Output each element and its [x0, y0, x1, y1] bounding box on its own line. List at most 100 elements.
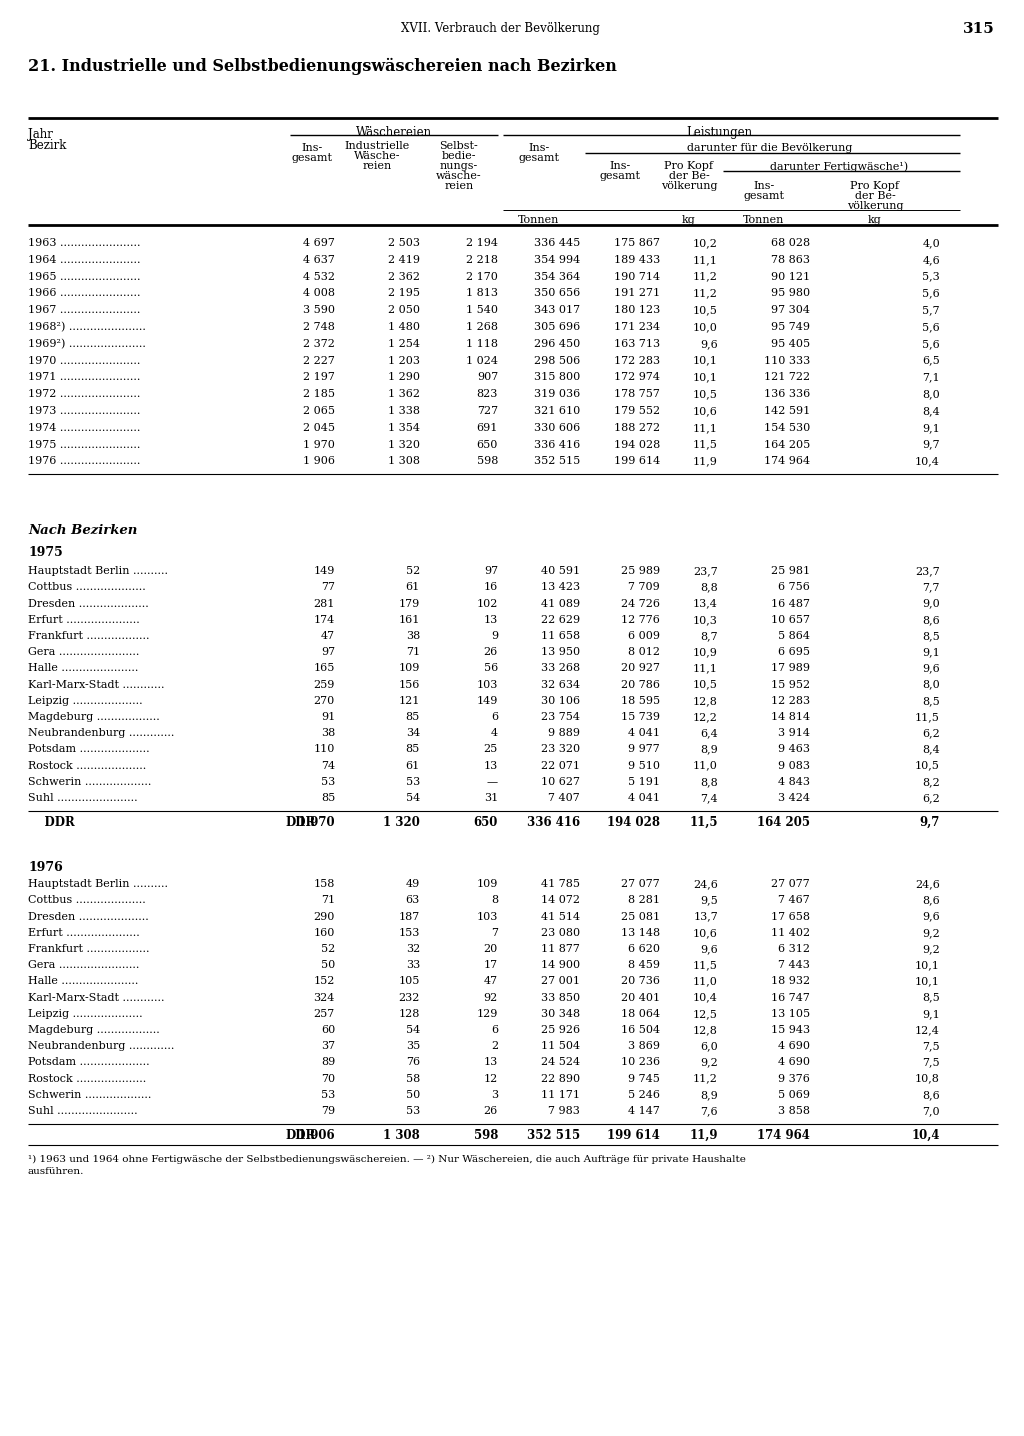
Text: 16 504: 16 504	[621, 1025, 660, 1035]
Text: 33 850: 33 850	[541, 992, 580, 1002]
Text: 11,5: 11,5	[915, 712, 940, 722]
Text: 8 281: 8 281	[628, 896, 660, 906]
Text: 20 401: 20 401	[621, 992, 660, 1002]
Text: 17 989: 17 989	[771, 663, 810, 673]
Text: ausführen.: ausführen.	[28, 1167, 84, 1176]
Text: 142 591: 142 591	[764, 406, 810, 416]
Text: 9 083: 9 083	[778, 761, 810, 771]
Text: 9,2: 9,2	[923, 928, 940, 938]
Text: 4 041: 4 041	[628, 793, 660, 803]
Text: 103: 103	[476, 679, 498, 689]
Text: 1 906: 1 906	[303, 457, 335, 467]
Text: wäsche-: wäsche-	[436, 171, 482, 181]
Text: 1 268: 1 268	[466, 322, 498, 332]
Text: nungs-: nungs-	[440, 161, 478, 171]
Text: 12,8: 12,8	[693, 696, 718, 707]
Text: 727: 727	[477, 406, 498, 416]
Text: Ins-: Ins-	[528, 144, 550, 154]
Text: 7,1: 7,1	[923, 372, 940, 382]
Text: Cottbus ....................: Cottbus ....................	[28, 583, 145, 593]
Text: 199 614: 199 614	[607, 1129, 660, 1142]
Text: 2 045: 2 045	[303, 422, 335, 432]
Text: 10,1: 10,1	[693, 356, 718, 366]
Text: Karl-Marx-Stadt ............: Karl-Marx-Stadt ............	[28, 992, 165, 1002]
Text: Rostock ....................: Rostock ....................	[28, 1074, 146, 1084]
Text: 71: 71	[321, 896, 335, 906]
Text: Ins-: Ins-	[609, 161, 631, 171]
Text: 11,1: 11,1	[693, 663, 718, 673]
Text: 2 065: 2 065	[303, 406, 335, 416]
Text: 11,5: 11,5	[693, 961, 718, 971]
Text: 8: 8	[490, 896, 498, 906]
Text: 38: 38	[406, 630, 420, 640]
Text: 24 726: 24 726	[621, 599, 660, 609]
Text: 16: 16	[483, 583, 498, 593]
Text: 5,6: 5,6	[923, 322, 940, 332]
Text: 5 191: 5 191	[628, 777, 660, 787]
Text: 8,6: 8,6	[923, 896, 940, 906]
Text: 13: 13	[483, 615, 498, 625]
Text: 6 756: 6 756	[778, 583, 810, 593]
Text: der Be-: der Be-	[855, 191, 895, 201]
Text: 1 338: 1 338	[388, 406, 420, 416]
Text: 18 064: 18 064	[621, 1010, 660, 1018]
Text: 149: 149	[313, 566, 335, 576]
Text: 259: 259	[313, 679, 335, 689]
Text: 2 194: 2 194	[466, 238, 498, 248]
Text: Neubrandenburg .............: Neubrandenburg .............	[28, 728, 174, 738]
Text: 6: 6	[490, 712, 498, 722]
Text: 25 081: 25 081	[621, 912, 660, 922]
Text: DDR: DDR	[285, 816, 315, 829]
Text: 180 123: 180 123	[613, 306, 660, 314]
Text: 10,9: 10,9	[693, 648, 718, 658]
Text: 21. Industrielle und Selbstbedienungswäschereien nach Bezirken: 21. Industrielle und Selbstbedienungswäs…	[28, 57, 616, 75]
Text: 172 283: 172 283	[613, 356, 660, 366]
Text: 12,8: 12,8	[693, 1025, 718, 1035]
Text: gesamt: gesamt	[518, 154, 559, 164]
Text: 158: 158	[313, 879, 335, 889]
Text: 11 658: 11 658	[541, 630, 580, 640]
Text: 109: 109	[398, 663, 420, 673]
Text: Suhl .......................: Suhl .......................	[28, 793, 137, 803]
Text: Selbst-: Selbst-	[439, 141, 478, 151]
Text: 3 858: 3 858	[778, 1106, 810, 1116]
Text: 2 170: 2 170	[466, 271, 498, 281]
Text: 6,2: 6,2	[923, 793, 940, 803]
Text: 9 463: 9 463	[778, 744, 810, 754]
Text: 152: 152	[313, 976, 335, 987]
Text: 354 994: 354 994	[534, 254, 580, 264]
Text: 8,0: 8,0	[923, 389, 940, 399]
Text: 8,4: 8,4	[923, 406, 940, 416]
Text: 11,0: 11,0	[693, 976, 718, 987]
Text: kg: kg	[868, 215, 882, 225]
Text: 4,0: 4,0	[923, 238, 940, 248]
Text: 32: 32	[406, 943, 420, 954]
Text: 10,4: 10,4	[915, 457, 940, 467]
Text: 194 028: 194 028	[607, 816, 660, 829]
Text: 33 268: 33 268	[541, 663, 580, 673]
Text: 15 739: 15 739	[621, 712, 660, 722]
Text: 20 786: 20 786	[621, 679, 660, 689]
Text: 8 012: 8 012	[628, 648, 660, 658]
Text: 8,2: 8,2	[923, 777, 940, 787]
Text: 58: 58	[406, 1074, 420, 1084]
Text: 53: 53	[321, 1090, 335, 1100]
Text: 189 433: 189 433	[613, 254, 660, 264]
Text: 79: 79	[321, 1106, 335, 1116]
Text: 13 105: 13 105	[771, 1010, 810, 1018]
Text: 50: 50	[321, 961, 335, 971]
Text: 10,1: 10,1	[915, 976, 940, 987]
Text: 1 354: 1 354	[388, 422, 420, 432]
Text: 7 467: 7 467	[778, 896, 810, 906]
Text: 10,4: 10,4	[693, 992, 718, 1002]
Text: 97: 97	[484, 566, 498, 576]
Text: Bezirk: Bezirk	[28, 139, 67, 152]
Text: 165: 165	[313, 663, 335, 673]
Text: 352 515: 352 515	[534, 457, 580, 467]
Text: 296 450: 296 450	[534, 339, 580, 349]
Text: Halle ......................: Halle ......................	[28, 976, 138, 987]
Text: 20 736: 20 736	[621, 976, 660, 987]
Text: 190 714: 190 714	[613, 271, 660, 281]
Text: 15 943: 15 943	[771, 1025, 810, 1035]
Text: 23 080: 23 080	[541, 928, 580, 938]
